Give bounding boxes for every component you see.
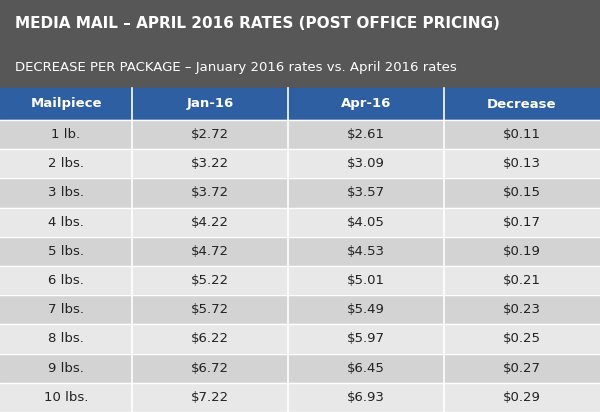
Bar [0,149,600,178]
Bar [0,324,600,353]
Text: Jan-16: Jan-16 [187,98,233,110]
Text: $5.01: $5.01 [347,274,385,287]
Text: 6 lbs.: 6 lbs. [48,274,84,287]
Text: $3.57: $3.57 [347,187,385,199]
Text: $7.22: $7.22 [191,391,229,404]
Text: 5 lbs.: 5 lbs. [48,245,84,258]
Text: $2.61: $2.61 [347,128,385,141]
Text: $5.72: $5.72 [191,303,229,316]
Text: $0.17: $0.17 [503,216,541,229]
Bar [0,237,600,266]
Bar [0,383,600,412]
Bar [0,208,600,237]
Text: $6.22: $6.22 [191,332,229,346]
Bar [0,353,600,383]
Text: $0.25: $0.25 [503,332,541,346]
Text: $3.09: $3.09 [347,157,385,170]
Text: $5.49: $5.49 [347,303,385,316]
Text: $4.22: $4.22 [191,216,229,229]
Text: MEDIA MAIL – APRIL 2016 RATES (POST OFFICE PRICING): MEDIA MAIL – APRIL 2016 RATES (POST OFFI… [15,16,500,30]
Bar [0,120,600,149]
Bar [0,266,600,295]
Text: 1 lb.: 1 lb. [52,128,80,141]
Text: $2.72: $2.72 [191,128,229,141]
Text: $0.13: $0.13 [503,157,541,170]
Text: Apr-16: Apr-16 [341,98,391,110]
Bar [0,295,600,324]
Text: $0.11: $0.11 [503,128,541,141]
Text: 4 lbs.: 4 lbs. [48,216,84,229]
Text: $0.21: $0.21 [503,274,541,287]
Text: $6.93: $6.93 [347,391,385,404]
Text: 9 lbs.: 9 lbs. [48,362,84,375]
Text: 2 lbs.: 2 lbs. [48,157,84,170]
Text: 8 lbs.: 8 lbs. [48,332,84,346]
Text: $5.22: $5.22 [191,274,229,287]
Text: $5.97: $5.97 [347,332,385,346]
Text: Mailpiece: Mailpiece [30,98,102,110]
Text: Decrease: Decrease [487,98,557,110]
Text: $0.19: $0.19 [503,245,541,258]
Bar [0,178,600,208]
Text: 7 lbs.: 7 lbs. [48,303,84,316]
Text: $0.27: $0.27 [503,362,541,375]
Text: 10 lbs.: 10 lbs. [44,391,88,404]
Text: $4.72: $4.72 [191,245,229,258]
Text: $6.72: $6.72 [191,362,229,375]
Text: 3 lbs.: 3 lbs. [48,187,84,199]
Text: $4.05: $4.05 [347,216,385,229]
Text: $0.23: $0.23 [503,303,541,316]
Text: $4.53: $4.53 [347,245,385,258]
Text: $6.45: $6.45 [347,362,385,375]
Bar [0,0,600,88]
Text: $0.15: $0.15 [503,187,541,199]
Bar [0,88,600,120]
Text: $0.29: $0.29 [503,391,541,404]
Text: $3.72: $3.72 [191,187,229,199]
Text: $3.22: $3.22 [191,157,229,170]
Text: DECREASE PER PACKAGE – January 2016 rates vs. April 2016 rates: DECREASE PER PACKAGE – January 2016 rate… [15,61,457,73]
